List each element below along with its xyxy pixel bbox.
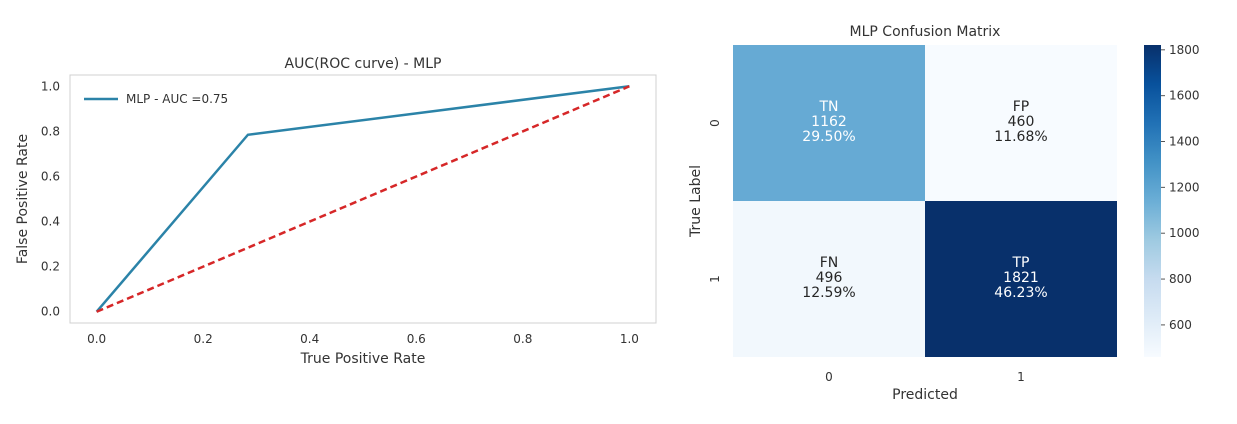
colorbar: 600 800 1000 1200 1400 1600 1800: [1144, 43, 1200, 357]
cm-y-tick-0: 0: [708, 119, 722, 127]
colorbar-tick-4: 1400: [1169, 135, 1200, 149]
roc-y-tick-0: 0.0: [41, 305, 60, 319]
colorbar-tick-6: 1800: [1169, 43, 1200, 57]
roc-y-tick-3: 0.6: [41, 169, 60, 183]
roc-x-ticks: 0.0 0.2 0.4 0.6 0.8 1.0: [87, 332, 639, 346]
cm-cell-0-1-label-name: FP: [1013, 99, 1030, 115]
roc-y-tick-4: 0.8: [41, 124, 60, 138]
roc-y-tick-5: 1.0: [41, 79, 60, 93]
colorbar-tick-5: 1600: [1169, 89, 1200, 103]
roc-legend: MLP - AUC =0.75: [84, 92, 228, 106]
cm-title: MLP Confusion Matrix: [850, 24, 1001, 40]
colorbar-tick-0: 600: [1169, 318, 1192, 332]
cm-cell-1-0-label-percent: 12.59%: [802, 285, 855, 301]
roc-title: AUC(ROC curve) - MLP: [285, 56, 442, 72]
cm-x-tick-1: 1: [1017, 370, 1025, 384]
colorbar-tick-2: 1000: [1169, 226, 1200, 240]
roc-x-axis-label: True Positive Rate: [300, 351, 426, 367]
cm-cell-0-1: [925, 45, 1117, 201]
roc-y-ticks: 0.0 0.2 0.4 0.6 0.8 1.0: [41, 79, 60, 318]
cm-ticks: 0 1 0 1: [708, 119, 1025, 384]
cm-cell-1-1-label-count: 1821: [1003, 270, 1039, 286]
roc-x-tick-1: 0.2: [194, 332, 213, 346]
cm-cell-1-0: [733, 201, 925, 357]
cm-cell-1-1-label-percent: 46.23%: [994, 285, 1047, 301]
roc-chart: AUC(ROC curve) - MLP True Positive Rate …: [15, 56, 657, 367]
confusion-matrix-chart: MLP Confusion Matrix TN116229.50%FP46011…: [688, 24, 1200, 403]
colorbar-tick-1: 800: [1169, 272, 1192, 286]
roc-curve-mlp: [95, 85, 630, 313]
cm-cell-0-0: [733, 45, 925, 201]
roc-x-tick-3: 0.6: [407, 332, 426, 346]
colorbar-tick-3: 1200: [1169, 180, 1200, 194]
legend-label-mlp: MLP - AUC =0.75: [126, 92, 228, 106]
roc-y-tick-2: 0.4: [41, 215, 60, 229]
cm-cell-0-0-label-name: TN: [818, 99, 838, 115]
roc-x-tick-4: 0.8: [513, 332, 532, 346]
cm-cell-1-0-label-name: FN: [820, 255, 839, 271]
roc-y-axis-label: False Positive Rate: [15, 134, 31, 264]
roc-x-tick-5: 1.0: [620, 332, 639, 346]
roc-y-tick-1: 0.2: [41, 260, 60, 274]
roc-x-tick-0: 0.0: [87, 332, 106, 346]
cm-cell-1-1: [925, 201, 1117, 357]
colorbar-gradient: [1144, 45, 1161, 357]
roc-series: [95, 85, 630, 313]
cm-y-axis-label: True Label: [688, 165, 704, 238]
cm-cell-0-1-label-percent: 11.68%: [994, 129, 1047, 145]
cm-x-axis-label: Predicted: [892, 387, 958, 403]
cm-cell-0-0-label-percent: 29.50%: [802, 129, 855, 145]
cm-x-tick-0: 0: [825, 370, 833, 384]
cm-y-tick-1: 1: [708, 275, 722, 283]
cm-cell-1-0-label-count: 496: [816, 270, 843, 286]
roc-diagonal-reference: [96, 85, 630, 313]
cm-cell-0-1-label-count: 460: [1008, 114, 1035, 130]
cm-cell-0-0-label-count: 1162: [811, 114, 847, 130]
roc-x-tick-2: 0.4: [300, 332, 319, 346]
cm-cell-1-1-label-name: TP: [1012, 255, 1030, 271]
